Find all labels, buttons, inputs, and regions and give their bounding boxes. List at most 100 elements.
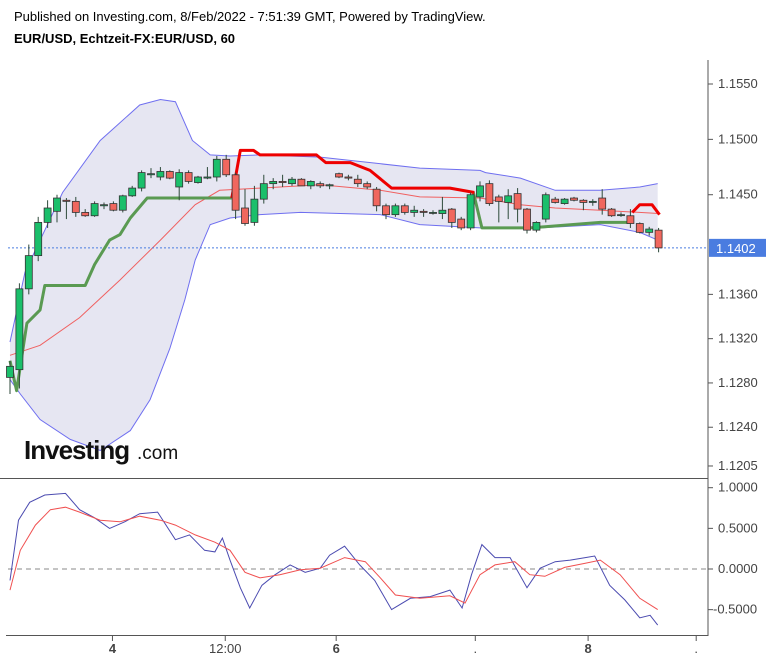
candle xyxy=(419,209,428,217)
axes: 1.1550 1.1500 1.1450 1.1360 1.1320 1.1280 1.12… xyxy=(0,60,766,656)
candle-body xyxy=(90,203,99,217)
candle-body xyxy=(570,197,578,201)
price-tick-label: 1.1450 xyxy=(718,187,758,202)
bollinger-upper-line xyxy=(9,98,658,343)
stop-line-red xyxy=(230,148,475,199)
candle xyxy=(607,208,616,217)
candle xyxy=(288,177,296,186)
candle xyxy=(278,174,287,187)
candle xyxy=(617,212,625,217)
candle xyxy=(137,170,146,192)
price-panel[interactable] xyxy=(6,98,709,452)
last-price-label: 1.1402 xyxy=(716,241,756,256)
candle xyxy=(43,200,52,228)
candle xyxy=(203,167,212,180)
candle-body xyxy=(241,207,249,224)
candle xyxy=(570,196,578,202)
candle-body xyxy=(617,214,625,217)
candle-body xyxy=(184,172,193,182)
candle-body xyxy=(194,176,202,183)
price-tick-label: 1.1360 xyxy=(718,286,758,301)
candle-body xyxy=(353,178,362,185)
candle-body xyxy=(147,173,155,176)
candle xyxy=(504,189,513,220)
candle xyxy=(81,209,90,217)
candle-body xyxy=(410,209,419,213)
candle-body xyxy=(513,193,522,210)
candle xyxy=(165,170,174,180)
candle xyxy=(579,199,588,211)
candle xyxy=(523,208,531,234)
candle-body xyxy=(137,172,146,189)
candle-body xyxy=(231,174,240,211)
candle xyxy=(588,199,597,206)
candle-body xyxy=(175,172,184,188)
candle xyxy=(90,201,99,217)
published-caption: Published on Investing.com, 8/Feb/2022 -… xyxy=(14,9,486,24)
candle-body xyxy=(128,187,137,197)
candle-body xyxy=(654,229,663,249)
candle xyxy=(53,194,61,223)
candle xyxy=(391,203,400,217)
candle-body xyxy=(588,200,597,203)
candle xyxy=(363,181,372,190)
candle xyxy=(410,205,419,217)
candle-body xyxy=(457,218,466,229)
candle-body xyxy=(626,215,635,224)
oscillator-tick-label: 0.0000 xyxy=(718,561,758,576)
logo-suffix: .com xyxy=(137,443,178,464)
candle-body xyxy=(43,207,52,223)
candle xyxy=(513,188,522,223)
candle-body xyxy=(81,212,90,217)
candle xyxy=(382,203,390,220)
candle xyxy=(645,226,654,236)
candle xyxy=(15,283,24,389)
candle-body xyxy=(53,197,61,212)
candle xyxy=(438,196,447,220)
candle xyxy=(269,178,278,190)
candle-body xyxy=(269,181,278,185)
candle xyxy=(532,221,541,233)
candle xyxy=(353,174,362,187)
price-tick-label: 1.1240 xyxy=(718,419,758,434)
oscillator-line-red xyxy=(9,506,658,611)
candle-body xyxy=(109,203,118,211)
candle-body xyxy=(476,185,484,198)
candle xyxy=(541,192,550,223)
price-tick-label: 1.1320 xyxy=(718,331,758,346)
candle xyxy=(194,175,202,184)
candle-body xyxy=(165,171,174,179)
candle-body xyxy=(250,198,259,223)
stop-line-green xyxy=(8,196,232,393)
candle-body xyxy=(645,228,654,233)
candle-body xyxy=(635,223,644,233)
candle-body xyxy=(259,183,268,200)
stop-line-red-2 xyxy=(631,203,661,216)
candle-body xyxy=(118,195,127,211)
candle xyxy=(297,178,306,187)
oscillator-panel[interactable] xyxy=(8,492,708,626)
candle xyxy=(457,216,466,231)
candle-body xyxy=(6,365,14,378)
candle-body xyxy=(551,198,560,203)
candle-body xyxy=(297,178,306,187)
candle-body xyxy=(222,158,231,176)
price-tick-label: 1.1280 xyxy=(718,375,758,390)
candle-body xyxy=(598,197,607,210)
candle-body xyxy=(607,208,616,217)
candle xyxy=(241,189,249,226)
price-tick-label: 1.1500 xyxy=(718,131,758,146)
candle xyxy=(100,202,108,210)
candle xyxy=(62,198,71,220)
candle xyxy=(598,189,607,215)
candle xyxy=(222,154,231,178)
candle xyxy=(306,180,315,190)
candle xyxy=(34,216,43,262)
candle-body xyxy=(429,212,437,214)
candle-body xyxy=(523,208,531,231)
candle xyxy=(175,169,184,201)
candle xyxy=(635,222,644,234)
candle xyxy=(259,174,268,204)
time-tick-label: 4 xyxy=(109,641,117,656)
